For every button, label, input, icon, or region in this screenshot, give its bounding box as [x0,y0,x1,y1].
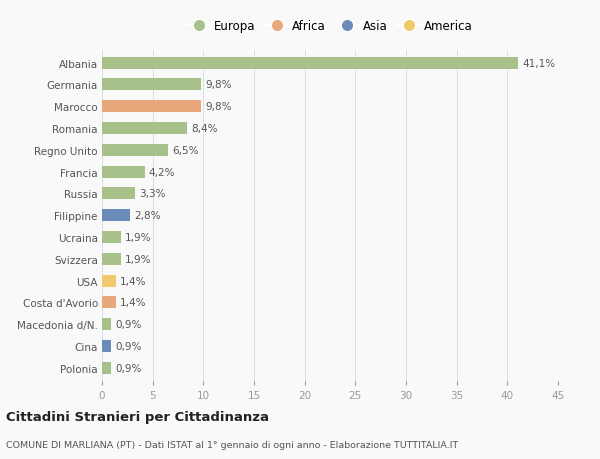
Text: Cittadini Stranieri per Cittadinanza: Cittadini Stranieri per Cittadinanza [6,410,269,423]
Text: 2,8%: 2,8% [134,211,161,221]
Text: 3,3%: 3,3% [139,189,166,199]
Bar [102,297,116,308]
Text: 9,8%: 9,8% [205,80,232,90]
Text: 1,9%: 1,9% [125,254,152,264]
Text: COMUNE DI MARLIANA (PT) - Dati ISTAT al 1° gennaio di ogni anno - Elaborazione T: COMUNE DI MARLIANA (PT) - Dati ISTAT al … [6,441,458,449]
Bar [102,210,130,222]
Bar [102,340,111,352]
Text: 1,4%: 1,4% [120,298,147,308]
Bar [102,188,136,200]
Text: 4,2%: 4,2% [149,167,175,177]
Bar [102,145,168,157]
Bar [102,123,187,135]
Bar [102,101,202,113]
Text: 0,9%: 0,9% [115,319,142,330]
Text: 8,4%: 8,4% [191,124,218,134]
Bar [102,362,111,374]
Text: 41,1%: 41,1% [523,59,556,68]
Text: 1,4%: 1,4% [120,276,147,286]
Bar [102,275,116,287]
Bar [102,231,121,243]
Text: 0,9%: 0,9% [115,363,142,373]
Text: 0,9%: 0,9% [115,341,142,351]
Bar [102,319,111,330]
Legend: Europa, Africa, Asia, America: Europa, Africa, Asia, America [187,20,473,33]
Bar [102,253,121,265]
Bar [102,166,145,178]
Text: 9,8%: 9,8% [205,102,232,112]
Text: 6,5%: 6,5% [172,146,199,156]
Bar [102,57,518,69]
Text: 1,9%: 1,9% [125,232,152,242]
Bar [102,79,202,91]
